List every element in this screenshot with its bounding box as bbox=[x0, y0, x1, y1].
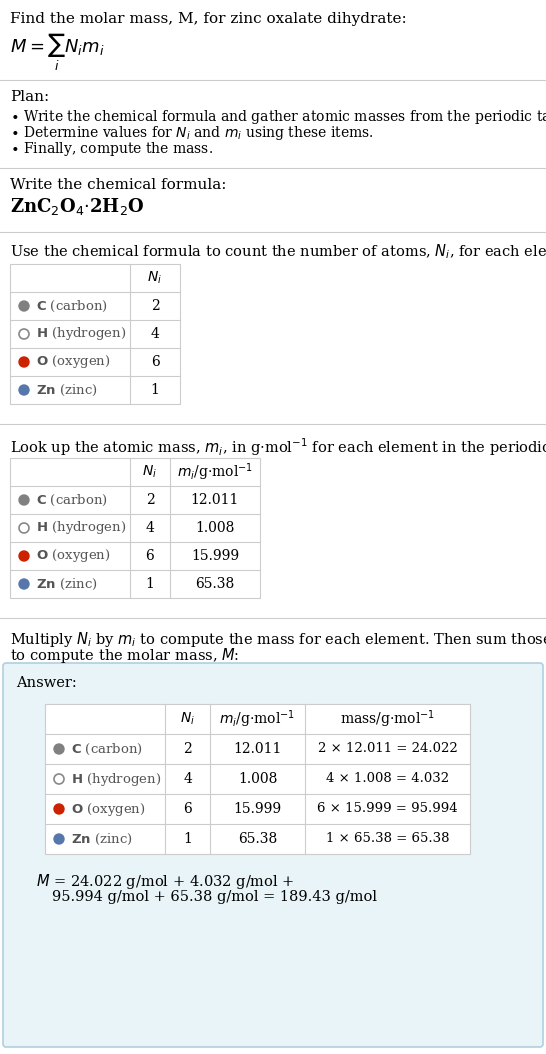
Bar bbox=[45, 704, 470, 854]
Circle shape bbox=[19, 301, 29, 311]
Text: $m_i$/g$\cdot$mol$^{-1}$: $m_i$/g$\cdot$mol$^{-1}$ bbox=[219, 708, 295, 729]
Text: Write the chemical formula:: Write the chemical formula: bbox=[10, 178, 227, 192]
Circle shape bbox=[54, 744, 64, 754]
Text: 6: 6 bbox=[146, 549, 155, 563]
Text: $\bullet$ Finally, compute the mass.: $\bullet$ Finally, compute the mass. bbox=[10, 140, 213, 158]
Circle shape bbox=[19, 385, 29, 395]
FancyBboxPatch shape bbox=[3, 663, 543, 1047]
Text: $\bf{C}$ (carbon): $\bf{C}$ (carbon) bbox=[36, 298, 108, 313]
Bar bbox=[10, 458, 260, 598]
Text: $N_i$: $N_i$ bbox=[143, 464, 157, 481]
Text: 1: 1 bbox=[146, 577, 155, 591]
Text: 65.38: 65.38 bbox=[195, 577, 235, 591]
Circle shape bbox=[19, 357, 29, 367]
Text: 65.38: 65.38 bbox=[238, 832, 277, 846]
Text: Find the molar mass, M, for zinc oxalate dihydrate:: Find the molar mass, M, for zinc oxalate… bbox=[10, 12, 407, 26]
Text: $\bf{Zn}$ (zinc): $\bf{Zn}$ (zinc) bbox=[36, 383, 98, 397]
Circle shape bbox=[19, 495, 29, 505]
Text: $\bf{Zn}$ (zinc): $\bf{Zn}$ (zinc) bbox=[71, 832, 133, 846]
Text: 6: 6 bbox=[183, 802, 192, 816]
Text: ZnC$_2$O$_4$$\cdot$2H$_2$O: ZnC$_2$O$_4$$\cdot$2H$_2$O bbox=[10, 196, 145, 217]
Text: $\bullet$ Write the chemical formula and gather atomic masses from the periodic : $\bullet$ Write the chemical formula and… bbox=[10, 108, 546, 126]
Text: $\bf{O}$ (oxygen): $\bf{O}$ (oxygen) bbox=[36, 547, 110, 565]
Circle shape bbox=[54, 804, 64, 814]
Text: 1 × 65.38 = 65.38: 1 × 65.38 = 65.38 bbox=[326, 833, 449, 845]
Text: $\bf{C}$ (carbon): $\bf{C}$ (carbon) bbox=[71, 741, 143, 757]
Text: 95.994 g/mol + 65.38 g/mol = 189.43 g/mol: 95.994 g/mol + 65.38 g/mol = 189.43 g/mo… bbox=[52, 890, 377, 904]
Text: mass/g$\cdot$mol$^{-1}$: mass/g$\cdot$mol$^{-1}$ bbox=[340, 708, 435, 729]
Text: $\bf{H}$ (hydrogen): $\bf{H}$ (hydrogen) bbox=[71, 770, 161, 787]
Text: $m_i$/g$\cdot$mol$^{-1}$: $m_i$/g$\cdot$mol$^{-1}$ bbox=[177, 462, 253, 483]
Text: 12.011: 12.011 bbox=[191, 493, 239, 507]
Bar bbox=[10, 264, 180, 404]
Circle shape bbox=[19, 579, 29, 589]
Text: 15.999: 15.999 bbox=[234, 802, 282, 816]
Text: 6 × 15.999 = 95.994: 6 × 15.999 = 95.994 bbox=[317, 802, 458, 816]
Text: $\bullet$ Determine values for $N_i$ and $m_i$ using these items.: $\bullet$ Determine values for $N_i$ and… bbox=[10, 124, 374, 142]
Text: Answer:: Answer: bbox=[16, 676, 77, 690]
Text: Plan:: Plan: bbox=[10, 90, 49, 104]
Text: 2: 2 bbox=[146, 493, 155, 507]
Text: to compute the molar mass, $M$:: to compute the molar mass, $M$: bbox=[10, 646, 239, 665]
Text: 4: 4 bbox=[151, 327, 159, 341]
Circle shape bbox=[19, 551, 29, 561]
Circle shape bbox=[54, 834, 64, 844]
Text: 1: 1 bbox=[183, 832, 192, 846]
Text: $N_i$: $N_i$ bbox=[180, 710, 195, 727]
Text: $\bf{O}$ (oxygen): $\bf{O}$ (oxygen) bbox=[71, 800, 146, 818]
Text: 1.008: 1.008 bbox=[238, 772, 277, 786]
Text: $\bf{Zn}$ (zinc): $\bf{Zn}$ (zinc) bbox=[36, 577, 98, 591]
Text: 1: 1 bbox=[151, 383, 159, 397]
Text: Look up the atomic mass, $m_i$, in g$\cdot$mol$^{-1}$ for each element in the pe: Look up the atomic mass, $m_i$, in g$\cd… bbox=[10, 436, 546, 457]
Text: 2: 2 bbox=[183, 742, 192, 756]
Text: 4: 4 bbox=[183, 772, 192, 786]
Text: $\bf{H}$ (hydrogen): $\bf{H}$ (hydrogen) bbox=[36, 326, 126, 343]
Text: $\bf{O}$ (oxygen): $\bf{O}$ (oxygen) bbox=[36, 353, 110, 371]
Text: 2 × 12.011 = 24.022: 2 × 12.011 = 24.022 bbox=[318, 742, 458, 756]
Text: $M = \sum_i N_i m_i$: $M = \sum_i N_i m_i$ bbox=[10, 32, 104, 73]
Text: 4: 4 bbox=[146, 521, 155, 535]
Text: $\bf{C}$ (carbon): $\bf{C}$ (carbon) bbox=[36, 492, 108, 508]
Text: $M$ = 24.022 g/mol + 4.032 g/mol +: $M$ = 24.022 g/mol + 4.032 g/mol + bbox=[36, 872, 295, 891]
Text: Use the chemical formula to count the number of atoms, $N_i$, for each element:: Use the chemical formula to count the nu… bbox=[10, 242, 546, 260]
Text: $\bf{H}$ (hydrogen): $\bf{H}$ (hydrogen) bbox=[36, 520, 126, 536]
Text: 4 × 1.008 = 4.032: 4 × 1.008 = 4.032 bbox=[326, 773, 449, 785]
Text: 12.011: 12.011 bbox=[233, 742, 282, 756]
Text: $N_i$: $N_i$ bbox=[147, 270, 163, 287]
Text: 2: 2 bbox=[151, 299, 159, 313]
Text: 15.999: 15.999 bbox=[191, 549, 239, 563]
Text: 1.008: 1.008 bbox=[195, 521, 235, 535]
Text: Multiply $N_i$ by $m_i$ to compute the mass for each element. Then sum those val: Multiply $N_i$ by $m_i$ to compute the m… bbox=[10, 630, 546, 649]
Text: 6: 6 bbox=[151, 355, 159, 369]
